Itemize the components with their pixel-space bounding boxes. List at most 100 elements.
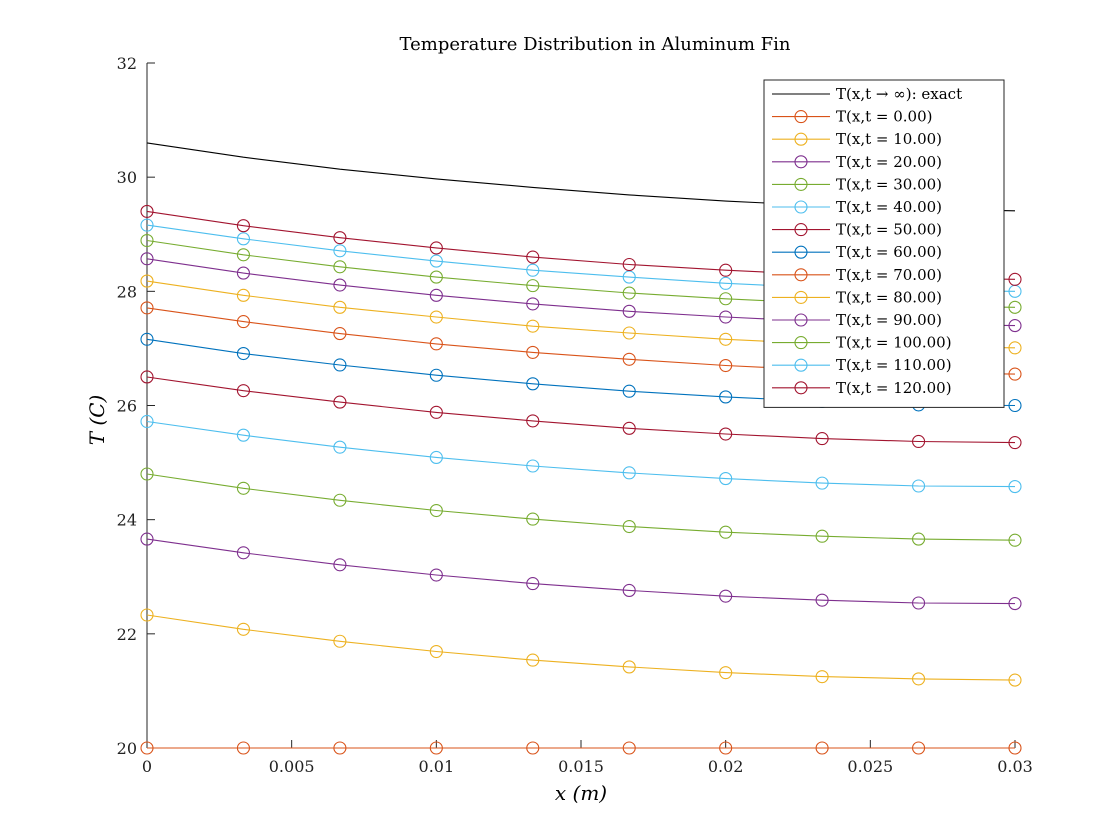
- data-point: [333, 440, 347, 454]
- data-point: [236, 219, 250, 233]
- legend: T(x,t → ∞): exact T(x,t = 0.00) T(x,t = 10…: [763, 79, 1005, 408]
- data-point: [140, 370, 154, 384]
- legend-label: T(x,t = 0.00): [836, 108, 932, 126]
- series-line: [146, 376, 1016, 444]
- data-point: [236, 266, 250, 280]
- legend-marker: [794, 177, 808, 191]
- data-point: [333, 260, 347, 274]
- y-tick-label: 26: [117, 397, 137, 416]
- data-point: [1008, 300, 1022, 314]
- data-point: [333, 244, 347, 258]
- data-point: [622, 304, 636, 318]
- data-point: [1008, 436, 1022, 450]
- data-point: [236, 741, 250, 755]
- data-point: [815, 741, 829, 755]
- legend-label: T(x,t = 70.00): [836, 266, 942, 284]
- data-point: [622, 583, 636, 598]
- series-6: [140, 370, 1022, 450]
- legend-marker: [794, 132, 808, 146]
- data-point: [526, 345, 540, 359]
- data-point: [526, 297, 540, 311]
- data-point: [719, 390, 733, 404]
- y-tick-label: 32: [117, 54, 137, 73]
- legend-label: T(x,t = 10.00): [836, 130, 942, 148]
- legend-label: T(x,t = 80.00): [836, 288, 942, 306]
- data-point: [526, 414, 540, 428]
- data-point: [526, 741, 540, 755]
- data-point: [429, 241, 443, 255]
- legend-label: T(x,t = 50.00): [836, 221, 942, 239]
- data-point: [912, 434, 926, 449]
- data-point: [1008, 533, 1022, 547]
- x-tick-label: 0.005: [269, 757, 315, 776]
- data-point: [140, 233, 154, 248]
- y-tick-label: 20: [117, 739, 137, 758]
- data-point: [526, 653, 540, 667]
- data-point: [526, 459, 540, 473]
- legend-marker: [794, 110, 808, 124]
- data-point: [1008, 741, 1022, 755]
- data-point: [236, 384, 250, 398]
- data-point: [429, 405, 443, 419]
- x-tick-label: 0: [142, 757, 152, 776]
- x-axis-label: x (m): [555, 781, 607, 805]
- data-point: [333, 327, 347, 341]
- data-point: [622, 352, 636, 366]
- data-point: [140, 467, 154, 481]
- series-5: [140, 414, 1022, 494]
- legend-marker: [794, 290, 808, 304]
- data-point: [622, 519, 636, 534]
- data-point: [333, 741, 347, 755]
- data-point: [429, 368, 443, 382]
- data-point: [1008, 319, 1022, 333]
- data-point: [333, 358, 347, 372]
- y-tick-label: 24: [117, 511, 137, 530]
- legend-marker: [794, 336, 808, 350]
- data-point: [429, 503, 443, 518]
- data-point: [429, 310, 443, 324]
- data-point: [622, 660, 636, 674]
- data-point: [236, 481, 250, 495]
- data-point: [1008, 341, 1022, 355]
- data-point: [333, 493, 347, 507]
- data-point: [140, 414, 154, 429]
- data-point: [1008, 480, 1022, 494]
- data-point: [526, 512, 540, 526]
- data-point: [912, 532, 926, 546]
- series-line: [146, 614, 1016, 681]
- series-1: [140, 741, 1022, 755]
- legend-marker: [794, 223, 808, 237]
- data-point: [719, 358, 733, 373]
- series-line: [146, 420, 1016, 488]
- data-point: [1008, 673, 1022, 687]
- data-point: [236, 428, 250, 442]
- y-tick-label: 22: [117, 625, 137, 644]
- data-point: [1008, 272, 1022, 286]
- data-point: [140, 332, 154, 346]
- chart-title: Temperature Distribution in Aluminum Fin: [400, 34, 791, 55]
- x-tick-label: 0.03: [997, 757, 1033, 776]
- data-point: [622, 466, 636, 480]
- data-point: [719, 472, 733, 486]
- legend-label: T(x,t = 30.00): [836, 175, 942, 193]
- data-point: [526, 577, 540, 591]
- data-point: [1008, 597, 1022, 611]
- data-point: [333, 278, 347, 292]
- data-point: [140, 741, 154, 755]
- legend-label: T(x,t = 20.00): [836, 153, 942, 171]
- data-point: [429, 288, 443, 302]
- data-point: [912, 479, 926, 493]
- x-tick-label: 0.02: [708, 757, 744, 776]
- data-point: [622, 270, 636, 284]
- legend-marker: [794, 381, 808, 395]
- data-point: [526, 279, 540, 293]
- data-point: [719, 310, 733, 324]
- data-point: [333, 300, 347, 314]
- data-point: [622, 741, 636, 755]
- legend-label: T(x,t = 60.00): [836, 243, 942, 261]
- y-axis-label: T (C): [85, 395, 109, 446]
- data-point: [912, 672, 926, 686]
- legend-marker: [794, 313, 808, 327]
- data-point: [140, 252, 154, 266]
